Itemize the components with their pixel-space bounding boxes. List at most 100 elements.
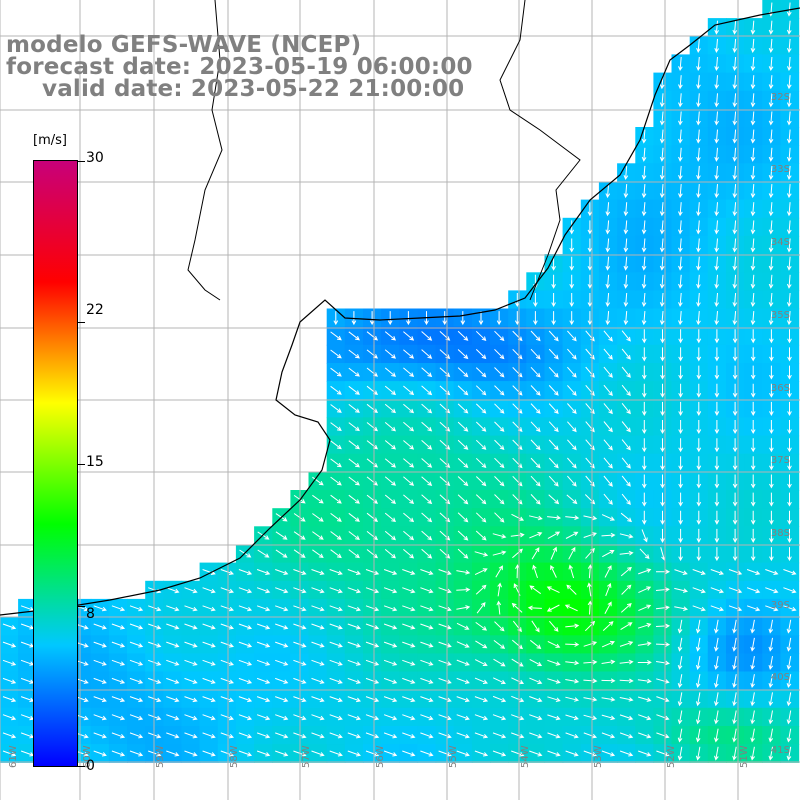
wind-arrow bbox=[786, 75, 792, 90]
wind-arrow bbox=[256, 623, 271, 630]
wind-arrow bbox=[623, 292, 629, 308]
wind-arrow bbox=[621, 493, 631, 506]
wind-arrow bbox=[660, 528, 665, 543]
wind-arrow bbox=[601, 714, 616, 721]
latitude-label: 41S bbox=[771, 745, 790, 756]
wind-arrow bbox=[551, 311, 556, 326]
wind-arrow bbox=[474, 714, 489, 721]
wind-arrow bbox=[421, 494, 433, 505]
wind-arrow bbox=[533, 293, 538, 308]
wind-arrow bbox=[312, 531, 324, 540]
wind-arrow bbox=[732, 728, 737, 743]
model-title: modelo GEFS-WAVE (NCEP) bbox=[6, 32, 362, 58]
wind-arrow bbox=[603, 348, 613, 360]
wind-arrow bbox=[549, 620, 559, 632]
wind-arrow bbox=[333, 311, 339, 326]
wind-arrow bbox=[696, 56, 701, 72]
wind-arrow bbox=[768, 256, 774, 271]
wind-arrow bbox=[728, 605, 743, 612]
wind-arrow bbox=[714, 438, 720, 453]
wind-arrow bbox=[750, 220, 756, 235]
wind-arrow bbox=[696, 347, 702, 362]
wind-arrow bbox=[348, 404, 360, 413]
wind-arrow bbox=[714, 547, 720, 562]
wind-arrow bbox=[786, 656, 792, 670]
wind-arrow bbox=[768, 692, 774, 707]
wind-arrow bbox=[293, 494, 306, 504]
wind-arrow bbox=[623, 184, 629, 199]
wind-arrow bbox=[474, 696, 489, 703]
wind-arrow bbox=[365, 641, 380, 648]
wind-arrow bbox=[457, 530, 469, 541]
wind-arrow bbox=[496, 600, 502, 615]
wind-arrow bbox=[732, 165, 738, 180]
wind-arrow bbox=[330, 422, 342, 432]
wind-arrow bbox=[238, 750, 253, 757]
wind-arrow bbox=[275, 569, 289, 575]
wind-arrow bbox=[656, 714, 670, 721]
wind-arrow bbox=[403, 549, 415, 559]
wind-arrow bbox=[184, 641, 198, 648]
wind-arrow bbox=[750, 292, 756, 308]
wind-arrow bbox=[641, 311, 647, 326]
wind-arrow bbox=[677, 619, 683, 634]
wind-arrow bbox=[696, 111, 701, 126]
wind-arrow bbox=[732, 184, 738, 199]
wind-arrow bbox=[457, 349, 469, 360]
wind-arrow bbox=[786, 674, 792, 689]
colorbar bbox=[33, 160, 78, 767]
longitude-label: 53W bbox=[593, 745, 604, 768]
wind-arrow bbox=[750, 347, 756, 362]
wind-arrow bbox=[677, 674, 683, 689]
wind-arrow bbox=[768, 274, 774, 289]
wind-arrow bbox=[347, 696, 361, 703]
wind-arrow bbox=[678, 256, 683, 271]
wind-arrow bbox=[732, 147, 738, 162]
wind-arrow bbox=[678, 220, 683, 235]
wind-arrow bbox=[603, 330, 613, 342]
wind-arrow bbox=[475, 421, 487, 432]
wind-arrow bbox=[311, 677, 325, 684]
wind-arrow bbox=[530, 403, 541, 414]
wind-arrow bbox=[769, 420, 774, 435]
wind-arrow bbox=[768, 129, 774, 144]
wind-arrow bbox=[256, 605, 271, 612]
wind-arrow bbox=[603, 421, 613, 433]
wind-arrow bbox=[330, 458, 342, 468]
wind-arrow bbox=[692, 569, 706, 575]
wind-arrow bbox=[565, 515, 580, 520]
wind-arrow bbox=[475, 385, 487, 396]
wind-arrow bbox=[786, 274, 792, 289]
wind-arrow bbox=[714, 329, 720, 344]
wind-arrow bbox=[565, 750, 579, 757]
wind-arrow bbox=[275, 549, 288, 558]
wind-arrow bbox=[256, 641, 271, 648]
wind-arrow bbox=[383, 641, 398, 648]
wind-arrow bbox=[402, 605, 416, 612]
wind-arrow bbox=[660, 438, 665, 453]
wind-arrow bbox=[402, 677, 416, 684]
wind-arrow bbox=[547, 732, 561, 739]
wind-arrow bbox=[565, 531, 579, 539]
wind-arrow bbox=[659, 202, 665, 217]
wind-arrow bbox=[383, 605, 398, 612]
wind-arrow bbox=[619, 550, 634, 556]
wind-arrow bbox=[674, 587, 689, 593]
wind-arrow bbox=[403, 349, 415, 359]
wind-arrow bbox=[750, 420, 756, 435]
wind-arrow bbox=[348, 367, 360, 377]
wind-arrow bbox=[369, 311, 375, 326]
wind-arrow bbox=[714, 38, 720, 53]
wind-arrow bbox=[383, 677, 398, 684]
wind-arrow bbox=[695, 746, 701, 761]
wind-arrow bbox=[531, 620, 540, 633]
wind-arrow bbox=[641, 256, 647, 271]
wind-arrow bbox=[456, 714, 470, 721]
wind-arrow bbox=[402, 732, 416, 739]
wind-arrow bbox=[678, 292, 683, 308]
wind-arrow bbox=[527, 605, 542, 611]
wind-arrow bbox=[403, 494, 415, 504]
wind-arrow bbox=[565, 660, 580, 666]
wind-arrow bbox=[511, 677, 525, 685]
